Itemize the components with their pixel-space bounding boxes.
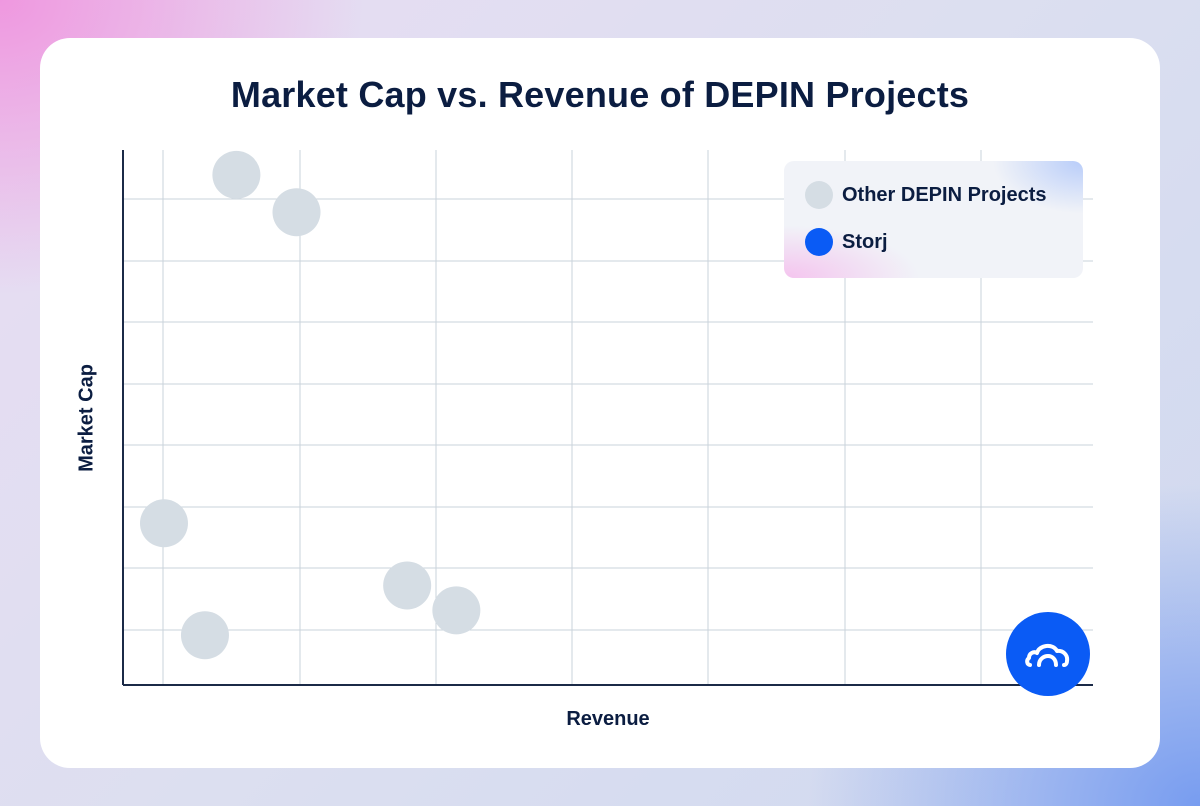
axes <box>122 150 1093 686</box>
data-points <box>139 150 481 660</box>
legend-item-storj: Storj <box>805 228 888 256</box>
chart-title: Market Cap vs. Revenue of DEPIN Projects <box>230 74 970 115</box>
legend-label-storj: Storj <box>842 230 888 253</box>
y-axis-label: Market Cap <box>75 364 98 472</box>
x-axis-label: Revenue <box>566 708 650 730</box>
data-point-other-depin <box>139 499 188 548</box>
legend: Other DEPIN Projects Storj <box>784 161 1083 278</box>
data-point-other-depin <box>212 150 261 199</box>
legend-item-other: Other DEPIN Projects <box>805 181 1047 209</box>
data-point-other-depin <box>180 611 229 660</box>
data-point-other-depin <box>432 586 481 635</box>
blue-dot-icon <box>805 228 833 256</box>
data-point-other-depin <box>272 188 321 237</box>
cloud-icon <box>1025 643 1070 667</box>
legend-label-other: Other DEPIN Projects <box>842 183 1047 206</box>
storj-cloud-logo-icon <box>1005 611 1090 696</box>
gray-dot-icon <box>805 181 833 209</box>
data-point-other-depin <box>383 561 432 610</box>
